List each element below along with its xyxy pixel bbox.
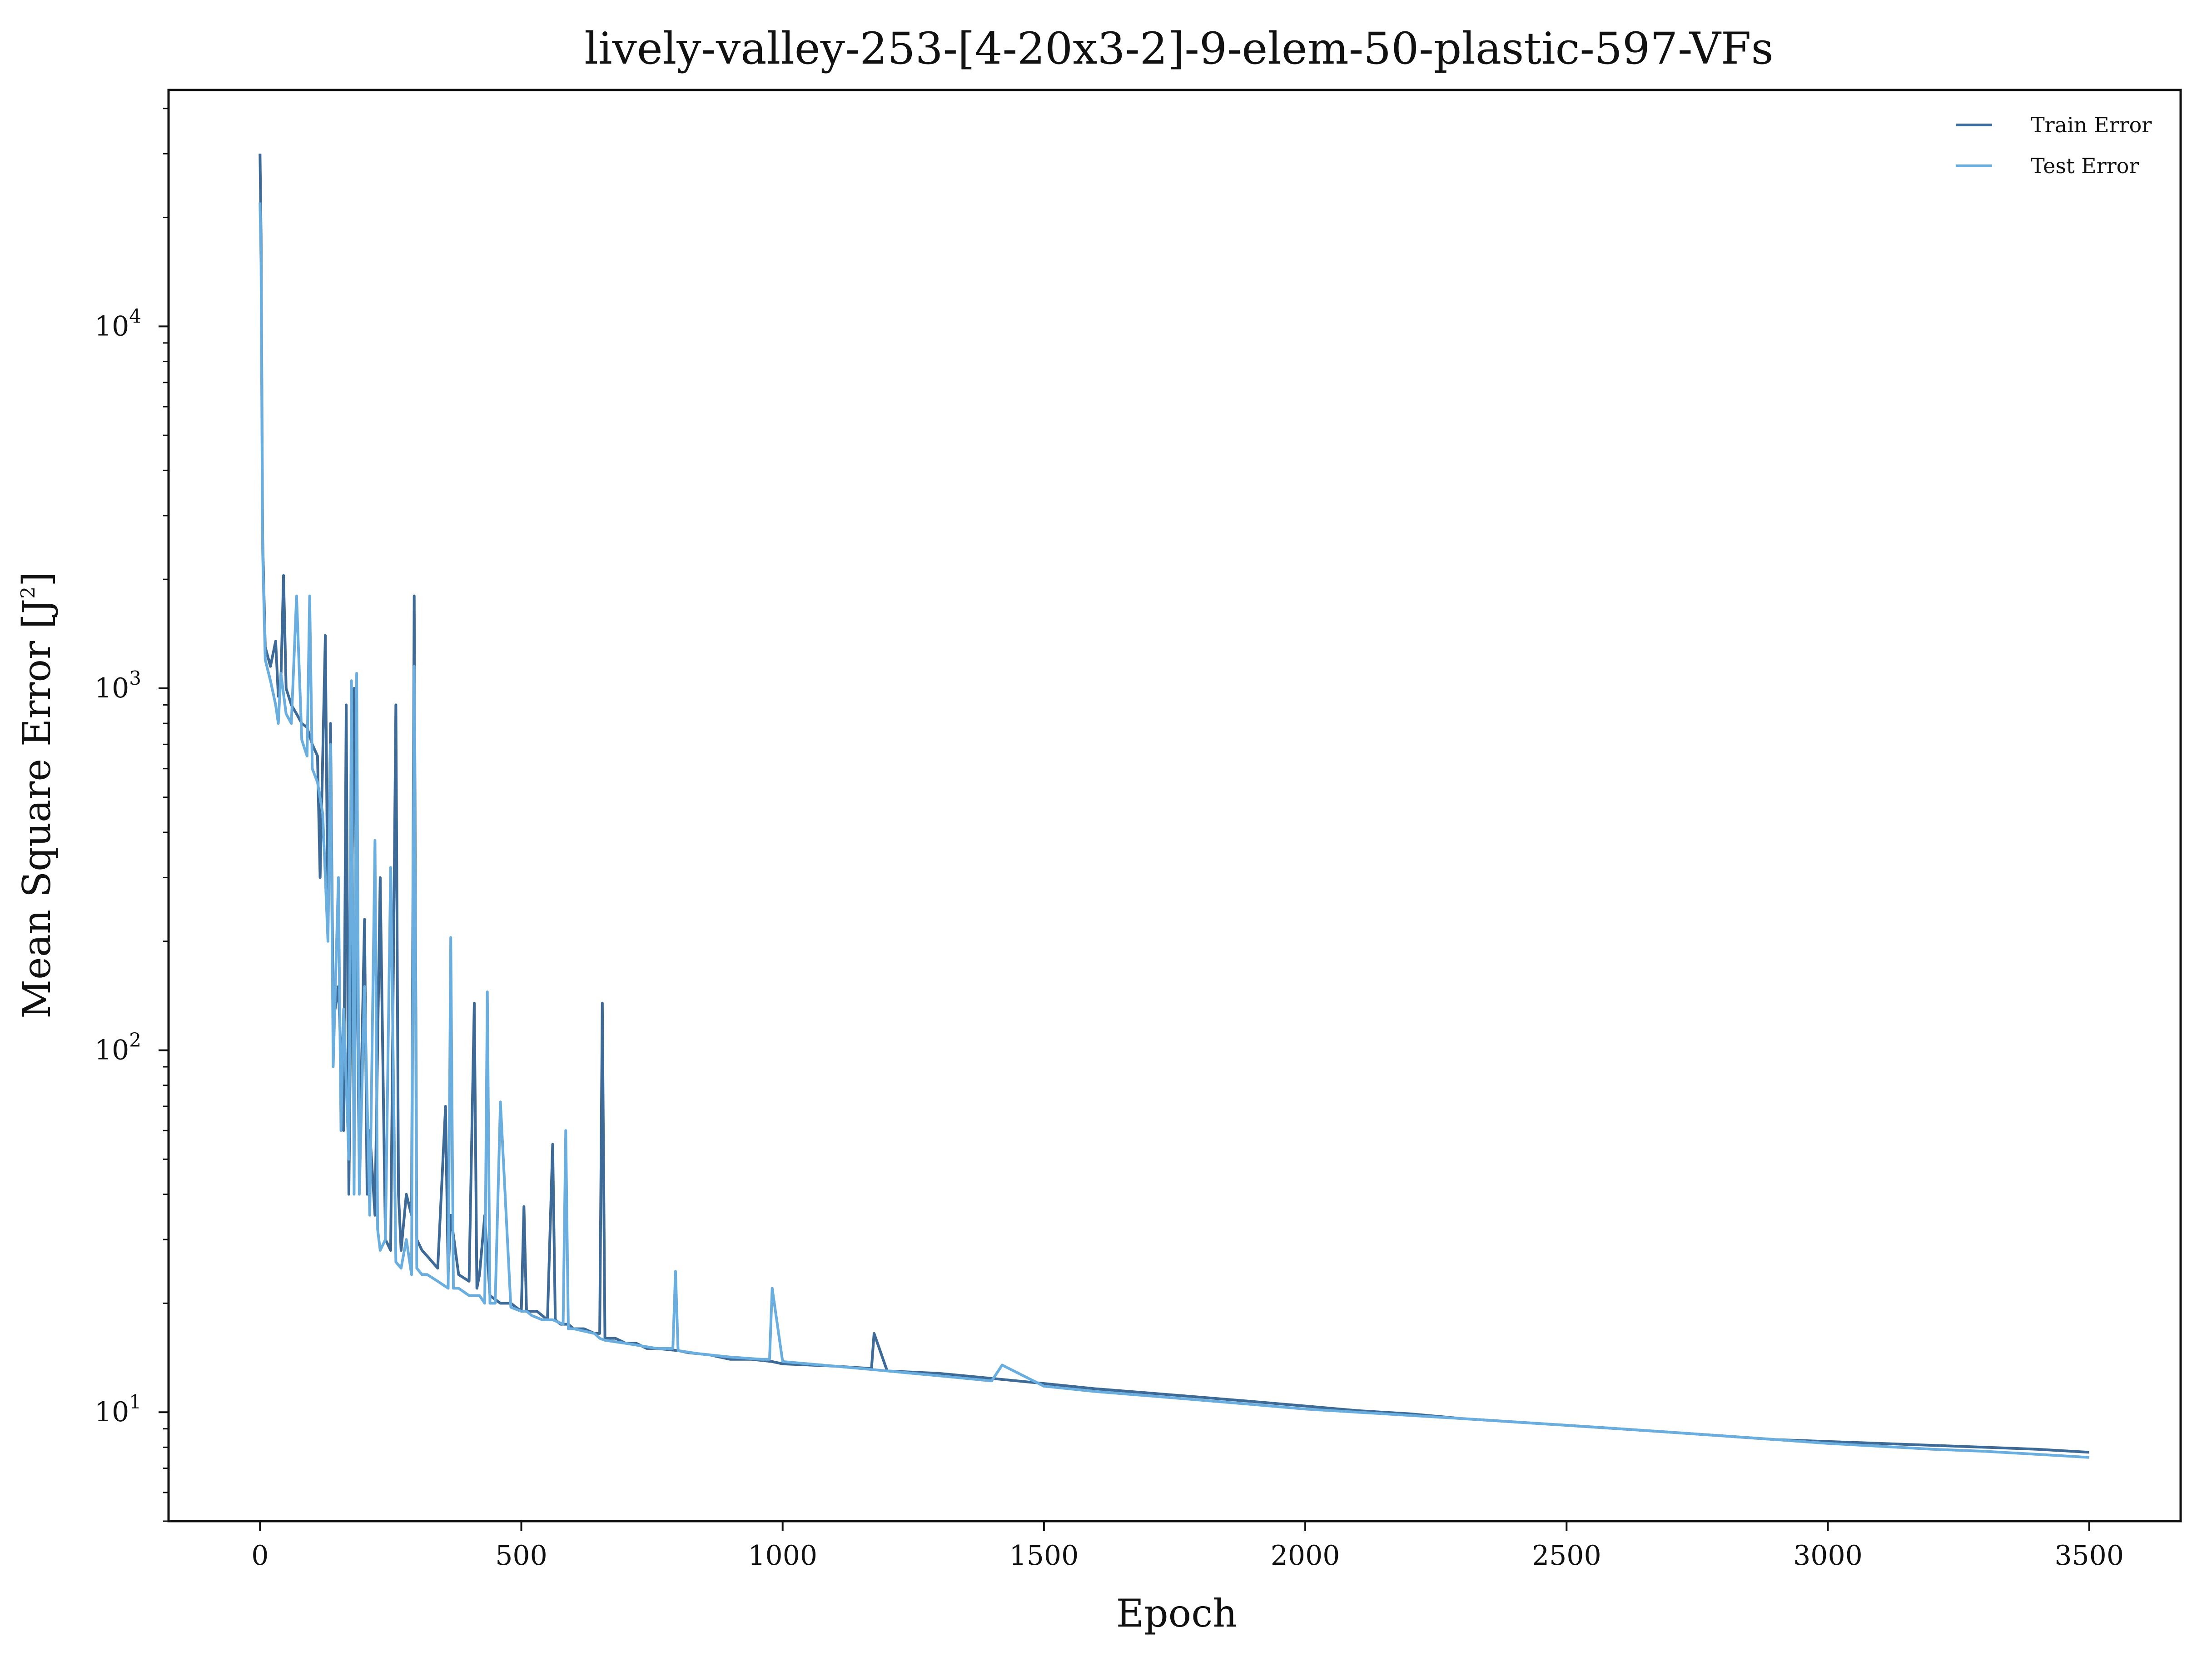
plot-frame (167, 89, 2182, 1523)
chart-title: lively-valley-253-[4-20x3-2]-9-elem-50-p… (584, 23, 1774, 74)
y-tick-label: 101 (94, 1391, 141, 1428)
y-tick-label: 102 (94, 1029, 141, 1066)
x-tick-label: 1000 (748, 1540, 817, 1572)
x-tick-label: 1500 (1009, 1540, 1079, 1572)
x-tick-label: 0 (251, 1540, 268, 1572)
legend-label: Train Error (2031, 113, 2152, 137)
x-tick-label: 500 (495, 1540, 547, 1572)
y-tick-label: 104 (94, 305, 141, 342)
y-tick-label: 103 (94, 667, 141, 704)
y-axis-title-end: ] (15, 572, 59, 587)
y-axis-title-sup: 2 (17, 587, 39, 599)
y-axis: 101 102 103 104 (94, 108, 169, 1522)
legend: Train Error Test Error (1956, 113, 2152, 178)
y-axis-title: Mean Square Error [J2] (15, 572, 59, 1019)
x-tick-label: 2500 (1532, 1540, 1601, 1572)
series-layer (258, 154, 2089, 1459)
legend-label: Test Error (2031, 154, 2139, 178)
series-line-train-error (258, 154, 2089, 1454)
x-tick-label: 2000 (1271, 1540, 1340, 1572)
x-tick-label: 3500 (2054, 1540, 2124, 1572)
x-axis-title: Epoch (1116, 1591, 1238, 1636)
x-axis: 0 500 1000 1500 2000 2500 3000 3500 (251, 1521, 2124, 1572)
y-axis-title-main: Mean Square Error [J (15, 599, 59, 1019)
series-line-test-error (258, 202, 2089, 1459)
x-tick-label: 3000 (1793, 1540, 1863, 1572)
